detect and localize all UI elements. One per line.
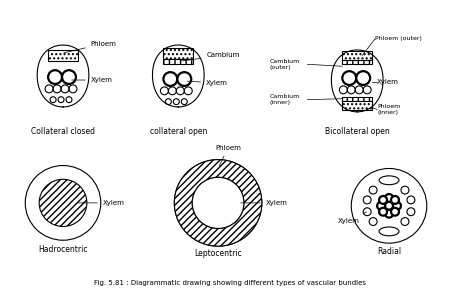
Circle shape — [385, 202, 393, 210]
Text: Phloem: Phloem — [64, 41, 117, 53]
Text: Bicollateral open: Bicollateral open — [325, 127, 390, 136]
Circle shape — [385, 194, 393, 202]
Circle shape — [343, 71, 356, 85]
Circle shape — [62, 70, 76, 84]
Text: Collateral closed: Collateral closed — [31, 127, 95, 136]
Bar — [343, 101, 372, 109]
Circle shape — [377, 202, 385, 210]
Text: collateral open: collateral open — [150, 127, 207, 136]
Circle shape — [391, 196, 399, 204]
Circle shape — [385, 210, 393, 218]
Text: Leptocentric: Leptocentric — [194, 249, 242, 258]
Bar — [163, 48, 193, 59]
Circle shape — [379, 208, 387, 216]
Circle shape — [39, 179, 87, 226]
Circle shape — [393, 202, 401, 210]
Text: Hadrocentric: Hadrocentric — [38, 245, 88, 254]
Text: Phloem (outer): Phloem (outer) — [375, 36, 422, 41]
Circle shape — [391, 208, 399, 216]
Text: Xylem: Xylem — [377, 79, 399, 85]
Bar — [163, 59, 193, 64]
Text: Cambium: Cambium — [181, 52, 240, 61]
Circle shape — [48, 70, 62, 84]
Bar — [343, 97, 372, 101]
Text: Cambium
(outer): Cambium (outer) — [270, 59, 300, 70]
Bar — [343, 60, 372, 64]
Text: Xylem: Xylem — [72, 77, 113, 83]
Text: Fig. 5.81 : Diagrammatic drawing showing different types of vascular bundles: Fig. 5.81 : Diagrammatic drawing showing… — [94, 280, 366, 285]
Circle shape — [163, 72, 177, 86]
Circle shape — [192, 177, 244, 228]
Circle shape — [356, 71, 370, 85]
Text: Phloem: Phloem — [215, 145, 241, 166]
Bar — [343, 50, 372, 60]
Text: Xylem: Xylem — [78, 200, 124, 206]
Bar — [48, 50, 78, 61]
Text: Cambium
(inner): Cambium (inner) — [270, 94, 300, 105]
Circle shape — [177, 72, 191, 86]
Circle shape — [379, 196, 387, 204]
Text: Xylem: Xylem — [337, 212, 366, 223]
Text: Xylem: Xylem — [241, 200, 288, 206]
Text: Phloem
(inner): Phloem (inner) — [377, 104, 400, 115]
Text: Radial: Radial — [377, 247, 401, 256]
Text: Xylem: Xylem — [187, 80, 228, 86]
